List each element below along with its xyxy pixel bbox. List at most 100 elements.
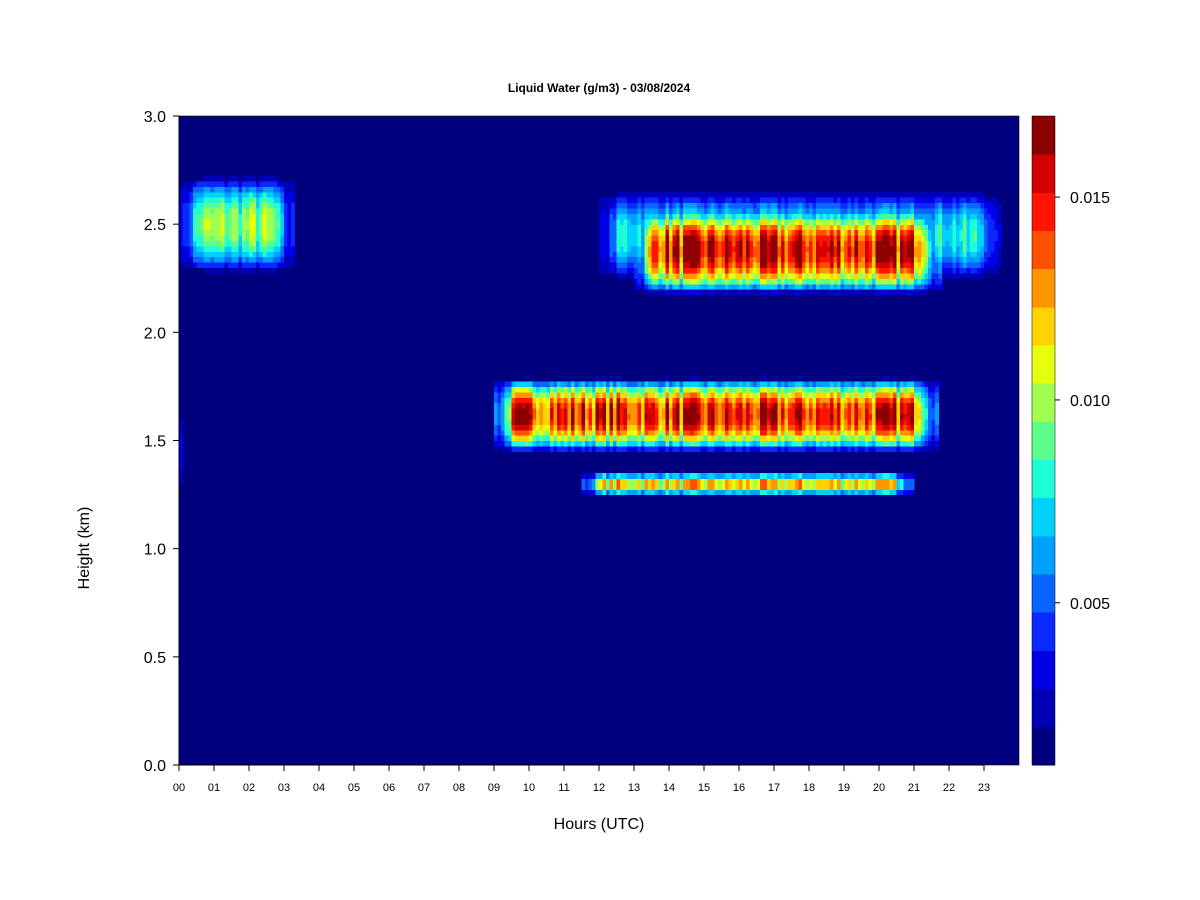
heatmap-cell: [854, 240, 859, 247]
heatmap-cell: [770, 256, 775, 263]
heatmap-cell: [245, 175, 250, 182]
heatmap-cell: [896, 408, 901, 415]
heatmap-cell: [746, 272, 751, 279]
heatmap-cell: [182, 213, 187, 220]
heatmap-cell: [819, 229, 824, 236]
heatmap-cell: [602, 256, 607, 263]
heatmap-cell: [522, 397, 527, 404]
heatmap-cell: [718, 224, 723, 231]
heatmap-cell: [735, 445, 740, 452]
heatmap-cell: [742, 272, 747, 279]
heatmap-cell: [630, 391, 635, 398]
heatmap-cell: [196, 175, 201, 182]
heatmap-cell: [886, 445, 891, 452]
heatmap-cell: [221, 213, 226, 220]
heatmap-cell: [252, 240, 257, 247]
heatmap-cell: [273, 180, 278, 187]
heatmap-cell: [830, 429, 835, 436]
heatmap-cell: [756, 283, 761, 290]
heatmap-cell: [623, 256, 628, 263]
heatmap-cell: [217, 240, 222, 247]
heatmap-cell: [525, 429, 530, 436]
heatmap-cell: [595, 429, 600, 436]
heatmap-cell: [914, 375, 919, 382]
heatmap-cell: [812, 283, 817, 290]
heatmap-cell: [746, 472, 751, 479]
heatmap-cell: [889, 408, 894, 415]
heatmap-cell: [616, 207, 621, 214]
heatmap-cell: [693, 278, 698, 285]
heatmap-cell: [725, 207, 730, 214]
heatmap-cell: [588, 445, 593, 452]
heatmap-cell: [872, 218, 877, 225]
heatmap-cell: [630, 408, 635, 415]
heatmap-cell: [714, 489, 719, 496]
heatmap-cell: [249, 262, 254, 269]
heatmap-cell: [665, 391, 670, 398]
heatmap-cell: [532, 375, 537, 382]
heatmap-cell: [742, 408, 747, 415]
heatmap-cell: [616, 251, 621, 258]
heatmap-cell: [889, 197, 894, 204]
heatmap-cell: [728, 240, 733, 247]
heatmap-cell: [840, 256, 845, 263]
heatmap-cell: [935, 234, 940, 241]
heatmap-cell: [277, 234, 282, 241]
heatmap-cell: [907, 218, 912, 225]
heatmap-cell: [539, 397, 544, 404]
heatmap-cell: [791, 435, 796, 442]
heatmap-cell: [956, 202, 961, 209]
heatmap-cell: [620, 413, 625, 420]
heatmap-cell: [690, 386, 695, 393]
heatmap-cell: [914, 402, 919, 409]
heatmap-cell: [693, 429, 698, 436]
heatmap-cell: [914, 278, 919, 285]
heatmap-cell: [732, 402, 737, 409]
heatmap-cell: [245, 207, 250, 214]
heatmap-cell: [963, 240, 968, 247]
heatmap-cell: [921, 245, 926, 252]
heatmap-cell: [900, 267, 905, 274]
heatmap-cell: [805, 202, 810, 209]
heatmap-cell: [896, 191, 901, 198]
heatmap-cell: [581, 408, 586, 415]
heatmap-cell: [683, 418, 688, 425]
heatmap-cell: [889, 224, 894, 231]
heatmap-cell: [739, 418, 744, 425]
heatmap-cell: [809, 424, 814, 431]
heatmap-cell: [851, 289, 856, 296]
heatmap-cell: [711, 202, 716, 209]
heatmap-cell: [665, 272, 670, 279]
heatmap-cell: [613, 418, 618, 425]
heatmap-cell: [777, 262, 782, 269]
heatmap-cell: [497, 418, 502, 425]
heatmap-cell: [865, 207, 870, 214]
heatmap-cell: [711, 218, 716, 225]
heatmap-cell: [879, 289, 884, 296]
heatmap-cell: [242, 197, 247, 204]
heatmap-cell: [606, 262, 611, 269]
heatmap-cell: [802, 424, 807, 431]
heatmap-cell: [515, 418, 520, 425]
heatmap-cell: [707, 413, 712, 420]
x-tick-label: 15: [698, 782, 710, 794]
heatmap-cell: [567, 386, 572, 393]
heatmap-cell: [893, 267, 898, 274]
heatmap-cell: [728, 283, 733, 290]
heatmap-cell: [749, 278, 754, 285]
heatmap-cell: [609, 207, 614, 214]
heatmap-cell: [644, 234, 649, 241]
heatmap-cell: [938, 283, 943, 290]
heatmap-cell: [882, 218, 887, 225]
heatmap-cell: [823, 424, 828, 431]
heatmap-cell: [872, 251, 877, 258]
heatmap-cell: [252, 251, 257, 258]
heatmap-cell: [728, 435, 733, 442]
heatmap-cell: [819, 234, 824, 241]
heatmap-cell: [830, 381, 835, 388]
heatmap-cell: [879, 197, 884, 204]
heatmap-cell: [886, 472, 891, 479]
heatmap-cell: [770, 381, 775, 388]
heatmap-cell: [522, 440, 527, 447]
heatmap-cell: [599, 386, 604, 393]
